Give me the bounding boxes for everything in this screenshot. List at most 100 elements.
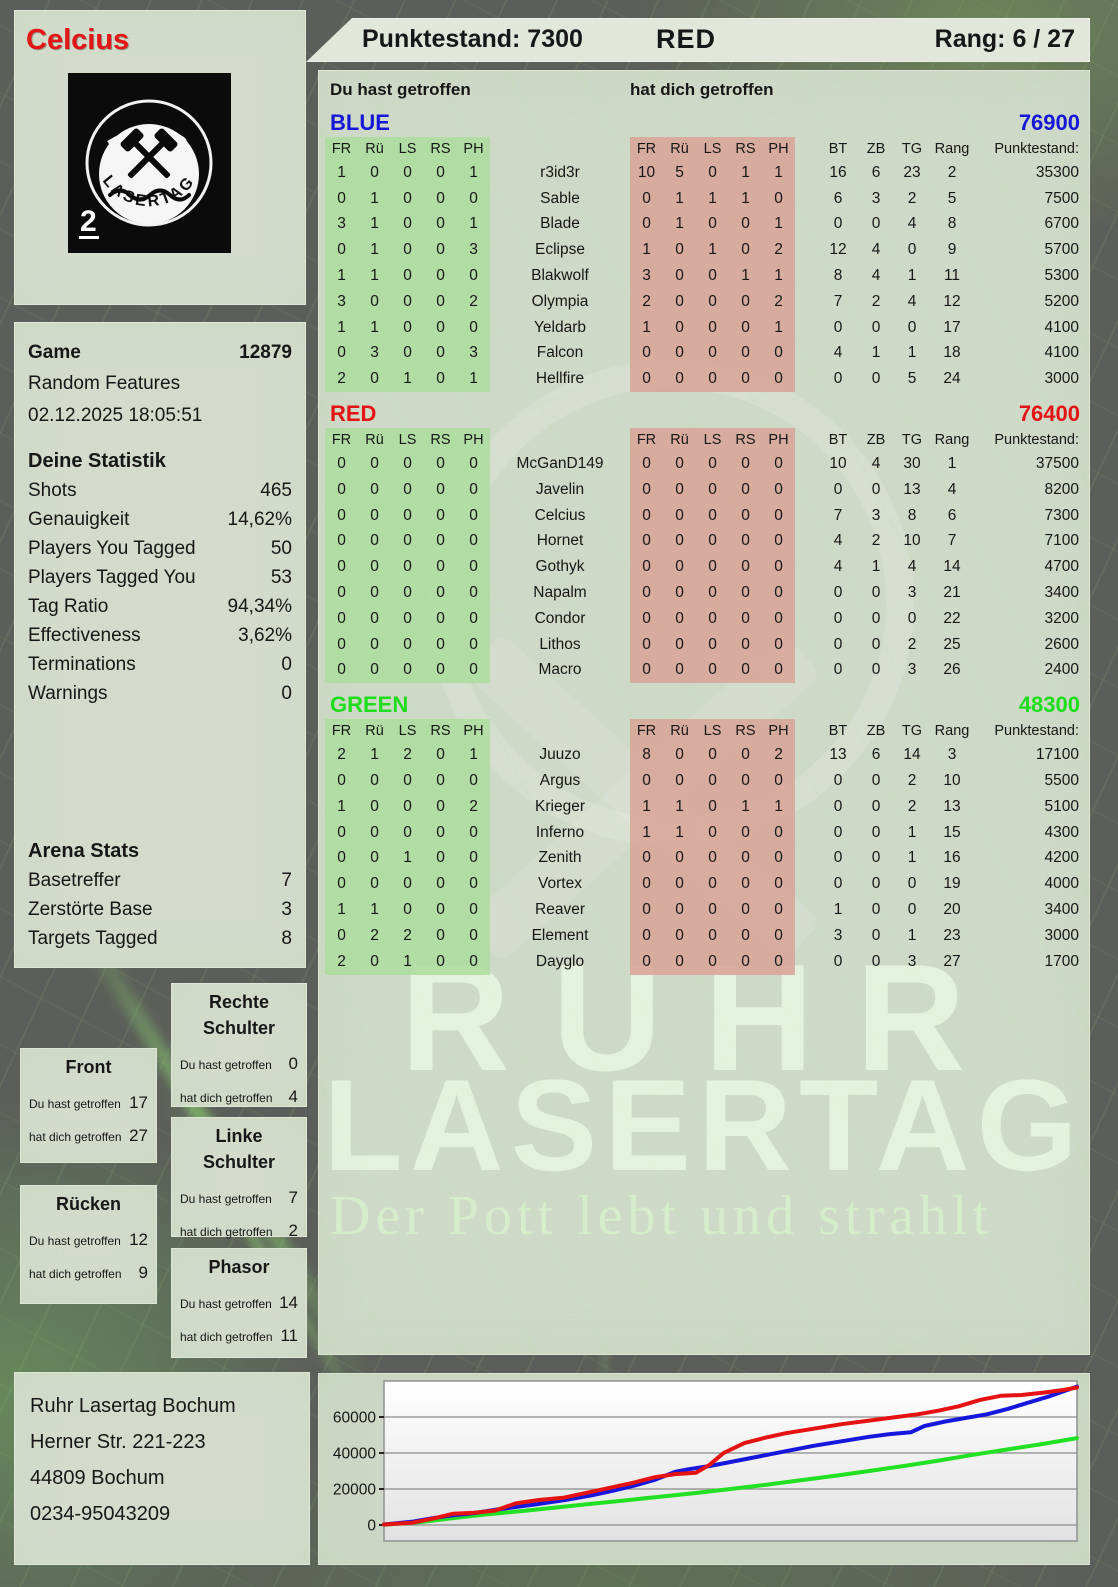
- hit-taken-cell: 0: [696, 366, 729, 393]
- hit-taken-cell: 0: [729, 366, 762, 393]
- stat-cell: 2: [871, 292, 881, 310]
- hit-given-cell: 0: [424, 819, 457, 846]
- stat-cell: 2: [907, 189, 917, 207]
- stat-cell: 1: [907, 344, 917, 362]
- player-name-cell: Vortex: [538, 875, 582, 893]
- hit-taken-cell: 0: [663, 340, 696, 367]
- stat-cell: 16: [829, 163, 847, 181]
- hit-taken-cell: LS: [696, 137, 729, 160]
- hit-taken-cell: RS: [729, 137, 762, 160]
- stat-cell: 14: [943, 558, 961, 576]
- hit-taken-cell: 8: [630, 742, 663, 769]
- hit-given-cell: 0: [325, 237, 358, 264]
- hit-given-cell: RS: [424, 719, 457, 743]
- hit-taken-cell: 0: [630, 631, 663, 658]
- stat-cell: 4: [833, 558, 843, 576]
- stat-cell: 10: [943, 772, 961, 790]
- stat-value: 8: [281, 928, 292, 949]
- axis-tick-label: 40000: [333, 1446, 376, 1463]
- stat-cell: 11: [943, 267, 961, 285]
- stat-cell: 0: [907, 609, 917, 627]
- hit-given-cell: 0: [358, 793, 391, 820]
- hit-taken-cell: 0: [663, 580, 696, 606]
- stat-cell: 20: [943, 901, 961, 919]
- hit-given-cell: 0: [391, 605, 424, 632]
- zone-given-label: Du hast getroffen: [29, 1097, 121, 1111]
- hit-given-cell: 0: [358, 554, 391, 581]
- hit-taken-cell: Rü: [663, 428, 696, 452]
- stat-cell: 8: [907, 506, 917, 524]
- hit-taken-cell: FR: [630, 428, 663, 452]
- score-cell: 37500: [1035, 455, 1079, 473]
- hit-given-cell: 0: [457, 948, 490, 975]
- hit-taken-cell: 0: [762, 948, 795, 975]
- hit-given-cell: 0: [391, 211, 424, 238]
- hit-taken-cell: 0: [696, 211, 729, 238]
- stat-cell: 0: [833, 318, 843, 336]
- hit-taken-cell: 0: [729, 476, 762, 503]
- hit-taken-cell: 0: [762, 897, 795, 923]
- hit-taken-cell: 0: [663, 366, 696, 393]
- hit-taken-cell: 0: [729, 845, 762, 872]
- team-total: 76900: [1018, 109, 1080, 135]
- venue-city: 44809 Bochum: [30, 1467, 165, 1489]
- hit-given-cell: 0: [457, 185, 490, 212]
- hit-given-cell: 0: [424, 476, 457, 503]
- stat-label: Players You Tagged: [28, 538, 196, 559]
- hit-taken-cell: 0: [762, 340, 795, 367]
- hit-given-cell: 0: [325, 580, 358, 606]
- column-header-row: FR Rü LS RS PH FR Rü LS RS PH BT ZB TG Rang Punktestan…: [325, 137, 1081, 160]
- hit-given-cell: 0: [424, 211, 457, 238]
- hit-taken-cell: 0: [630, 476, 663, 503]
- hit-taken-cell: 0: [762, 185, 795, 212]
- stat-row: Players You Tagged 50: [28, 534, 292, 563]
- player-row: 1 1 0 0 0 Reaver 0 0 0 0 0 1 0 0 20 3400: [325, 897, 1081, 923]
- hit-taken-cell: 0: [630, 502, 663, 529]
- hit-given-cell: 0: [391, 340, 424, 367]
- logo-number: 2: [80, 205, 97, 238]
- stat-cell: 0: [833, 661, 843, 679]
- team-header: BLUE 76900: [325, 108, 1081, 137]
- stat-cell: 4: [947, 480, 957, 498]
- stat-cell: 4: [833, 532, 843, 550]
- hit-taken-cell: 0: [630, 948, 663, 975]
- stat-cell: 5: [947, 189, 957, 207]
- stat-cell: Rang: [934, 722, 970, 739]
- score-cell: 8200: [1044, 480, 1079, 498]
- player-row: 0 0 0 0 0 Hornet 0 0 0 0 0 4 2 10 7 7100: [325, 528, 1081, 555]
- zone-row: Du hast getroffen 14: [180, 1293, 298, 1313]
- stat-cell: 23: [903, 163, 921, 181]
- hit-taken-cell: 0: [630, 366, 663, 393]
- hit-given-cell: LS: [391, 428, 424, 452]
- hit-taken-cell: 0: [729, 768, 762, 794]
- player-row: 0 0 0 0 0 Argus 0 0 0 0 0 0 0 2 10 5500: [325, 768, 1081, 794]
- player-name-cell: Lithos: [539, 635, 581, 653]
- stat-cell: 0: [833, 952, 843, 970]
- hit-given-cell: LS: [391, 137, 424, 160]
- stat-cell: 19: [943, 875, 961, 893]
- hit-taken-cell: 0: [696, 793, 729, 820]
- stat-value: 0: [281, 654, 292, 675]
- stat-cell: 0: [871, 609, 881, 627]
- hit-given-cell: 0: [457, 657, 490, 684]
- stat-cell: 0: [907, 901, 917, 919]
- hit-taken-cell: 1: [663, 819, 696, 846]
- hit-taken-cell: Rü: [663, 137, 696, 160]
- hit-taken-cell: 0: [630, 185, 663, 212]
- club-logo: RUHR LASERTAG 2: [68, 73, 231, 253]
- stat-label: Effectiveness: [28, 625, 141, 646]
- hit-given-cell: 0: [424, 554, 457, 581]
- stat-value: 3,62%: [238, 625, 292, 646]
- hit-taken-cell: 0: [696, 528, 729, 555]
- zone-taken-value: 2: [288, 1221, 298, 1240]
- hit-taken-cell: 0: [663, 897, 696, 923]
- stat-cell: 4: [871, 267, 881, 285]
- scoreboard-panel: RUHR LASERTAG Der Pott lebt und strahlt …: [318, 70, 1090, 1355]
- hit-given-cell: 0: [391, 768, 424, 794]
- stat-cell: 0: [871, 926, 881, 944]
- stat-cell: 10: [903, 532, 921, 550]
- hit-given-cell: 1: [358, 237, 391, 264]
- stat-cell: 4: [907, 215, 917, 233]
- game-row: Game 12879: [28, 338, 292, 368]
